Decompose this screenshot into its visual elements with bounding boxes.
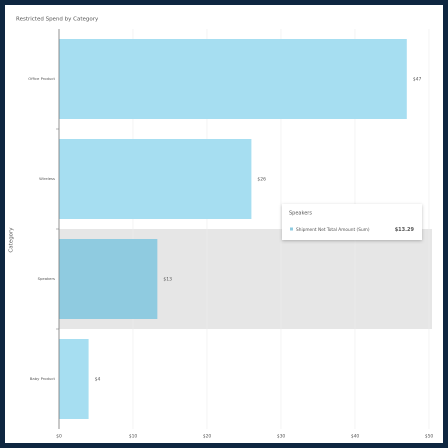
x-tick-label: $0 xyxy=(56,434,62,440)
tooltip-box xyxy=(282,204,422,240)
data-label: $13 xyxy=(163,277,172,283)
y-tick-label: Baby Product xyxy=(30,376,56,381)
tooltip: Speakers Shipment Net Total Amount (Sum) $… xyxy=(282,204,422,240)
x-tick-label: $30 xyxy=(277,434,286,440)
x-tick-label: $40 xyxy=(351,434,360,440)
bar xyxy=(59,39,407,119)
data-label: $47 xyxy=(413,77,422,83)
data-label: $4 xyxy=(95,377,101,383)
bar xyxy=(59,239,158,319)
data-label: $26 xyxy=(257,177,266,183)
tooltip-swatch xyxy=(290,227,293,231)
tooltip-value: $13.29 xyxy=(395,227,415,233)
y-tick-label: Wireless xyxy=(39,176,55,181)
x-tick-label: $10 xyxy=(129,434,138,440)
y-tick-label: Office Product xyxy=(28,76,55,81)
tooltip-series: Shipment Net Total Amount (Sum) xyxy=(296,227,370,233)
bar xyxy=(59,339,89,419)
x-tick-label: $50 xyxy=(425,434,434,440)
chart-title: Restricted Spend by Category xyxy=(16,17,99,23)
x-tick-label: $20 xyxy=(203,434,212,440)
y-axis-label: Category xyxy=(9,227,15,253)
bar xyxy=(59,139,252,219)
tooltip-title: Speakers xyxy=(289,211,312,217)
y-tick-label: Speakers xyxy=(38,276,55,281)
